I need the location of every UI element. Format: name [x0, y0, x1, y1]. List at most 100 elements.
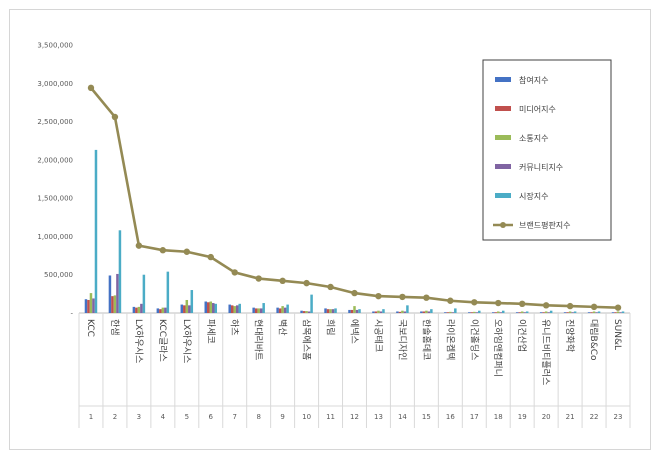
rank-label: 22: [590, 413, 599, 421]
bar: [324, 308, 327, 313]
legend-swatch: [495, 193, 511, 198]
bar: [228, 304, 231, 313]
rank-label: 23: [614, 413, 623, 421]
bar: [449, 311, 452, 313]
brand-index-line: [87, 84, 622, 311]
bar: [525, 311, 529, 313]
bar: [406, 305, 409, 313]
bar: [188, 305, 191, 313]
legend-label: 미디어지수: [519, 104, 556, 114]
bar: [563, 312, 567, 313]
bar: [547, 312, 550, 313]
line-point: [87, 84, 95, 92]
bar: [89, 293, 93, 313]
x-tick-label: LX하우시스: [133, 319, 144, 363]
x-tick-label: 시공테크: [372, 319, 383, 352]
bar: [233, 306, 236, 313]
rank-label: 11: [326, 413, 335, 421]
y-tick-label: 2,500,000: [37, 118, 73, 126]
y-tick-label: 1,000,000: [37, 233, 73, 241]
x-tick-label: 희림: [325, 319, 337, 336]
y-tick-label: 3,500,000: [37, 42, 73, 50]
bar: [230, 305, 234, 313]
bar: [302, 311, 306, 313]
bar: [619, 312, 622, 313]
bar: [597, 311, 601, 313]
rank-label: 17: [470, 413, 479, 421]
bar: [92, 298, 95, 313]
bar: [518, 312, 521, 313]
x-tick-label: 벽산: [277, 319, 288, 336]
x-tick-label: 하츠: [229, 319, 240, 336]
y-tick-label: 2,000,000: [37, 156, 73, 164]
x-tick-label: 현대리바트: [253, 319, 264, 360]
bar: [84, 299, 88, 313]
bar: [398, 311, 402, 313]
bar: [305, 311, 308, 313]
x-tick-label: 이건홀딩스: [468, 319, 480, 360]
bar: [523, 312, 526, 313]
bar: [142, 274, 146, 313]
bar: [420, 311, 423, 313]
line-point: [399, 293, 406, 301]
bar: [164, 307, 167, 313]
bar: [331, 309, 335, 313]
bar: [350, 309, 354, 313]
x-tick-label: 유니드비티플러스: [540, 319, 551, 385]
x-tick-label: 진양화학: [564, 319, 575, 352]
x-tick-label: 에넥스: [349, 319, 360, 344]
bar: [281, 306, 284, 313]
chart-svg: - 500,000 1,000,000 1,500,000 2,000,000 2,500…: [37, 42, 631, 428]
bar: [358, 309, 361, 313]
y-tick-label: -: [70, 310, 73, 318]
bar: [454, 308, 457, 313]
line-point: [566, 302, 574, 310]
x-tick-label: 국보디자인: [396, 319, 407, 360]
bar: [377, 310, 380, 313]
bar: [310, 294, 313, 313]
x-tick-label: 대림B&Co: [588, 319, 600, 361]
bar: [326, 309, 330, 313]
bar: [590, 312, 593, 313]
bar: [542, 312, 545, 313]
bar: [544, 311, 548, 313]
rank-label: 6: [209, 413, 214, 421]
bar: [549, 310, 553, 313]
bar: [276, 307, 279, 313]
rank-label: 3: [137, 413, 141, 421]
line-point: [303, 279, 310, 287]
line-point: [255, 275, 262, 282]
bar: [140, 303, 143, 313]
bar: [353, 306, 356, 313]
line-point: [351, 289, 358, 297]
bar: [262, 303, 265, 313]
y-tick-label: 500,000: [44, 271, 73, 279]
x-tick-label: KCC글라스: [157, 319, 168, 362]
bar: [501, 310, 505, 313]
line-point: [231, 269, 238, 276]
bar: [334, 308, 337, 313]
bar: [475, 312, 479, 313]
legend-label: 브랜드평판지수: [519, 220, 571, 230]
bar: [87, 299, 90, 313]
chart-frame: - 500,000 1,000,000 1,500,000 2,000,000 2,500…: [9, 9, 651, 450]
bar: [499, 312, 502, 313]
bar: [116, 273, 119, 313]
x-axis: KCC 한샘 LX하우시스 KCC글라스 LX하우시스 파세코 하츠 현대리바트 벽산 삼목에스폼…: [78, 313, 631, 428]
bar: [473, 311, 476, 313]
legend-label: 커뮤니티지수: [519, 162, 563, 172]
bar: [348, 309, 351, 313]
bar: [257, 308, 260, 313]
bar: [520, 311, 524, 313]
bar: [587, 312, 591, 313]
line-point: [159, 247, 167, 254]
rank-label: 12: [350, 413, 359, 421]
bar: [135, 307, 138, 313]
rank-label: 8: [256, 413, 260, 421]
line-point: [447, 297, 454, 304]
x-tick-label: 한샘: [109, 319, 120, 336]
bar: [238, 303, 241, 313]
y-tick-label: 1,500,000: [37, 195, 73, 203]
bar: [166, 271, 170, 313]
